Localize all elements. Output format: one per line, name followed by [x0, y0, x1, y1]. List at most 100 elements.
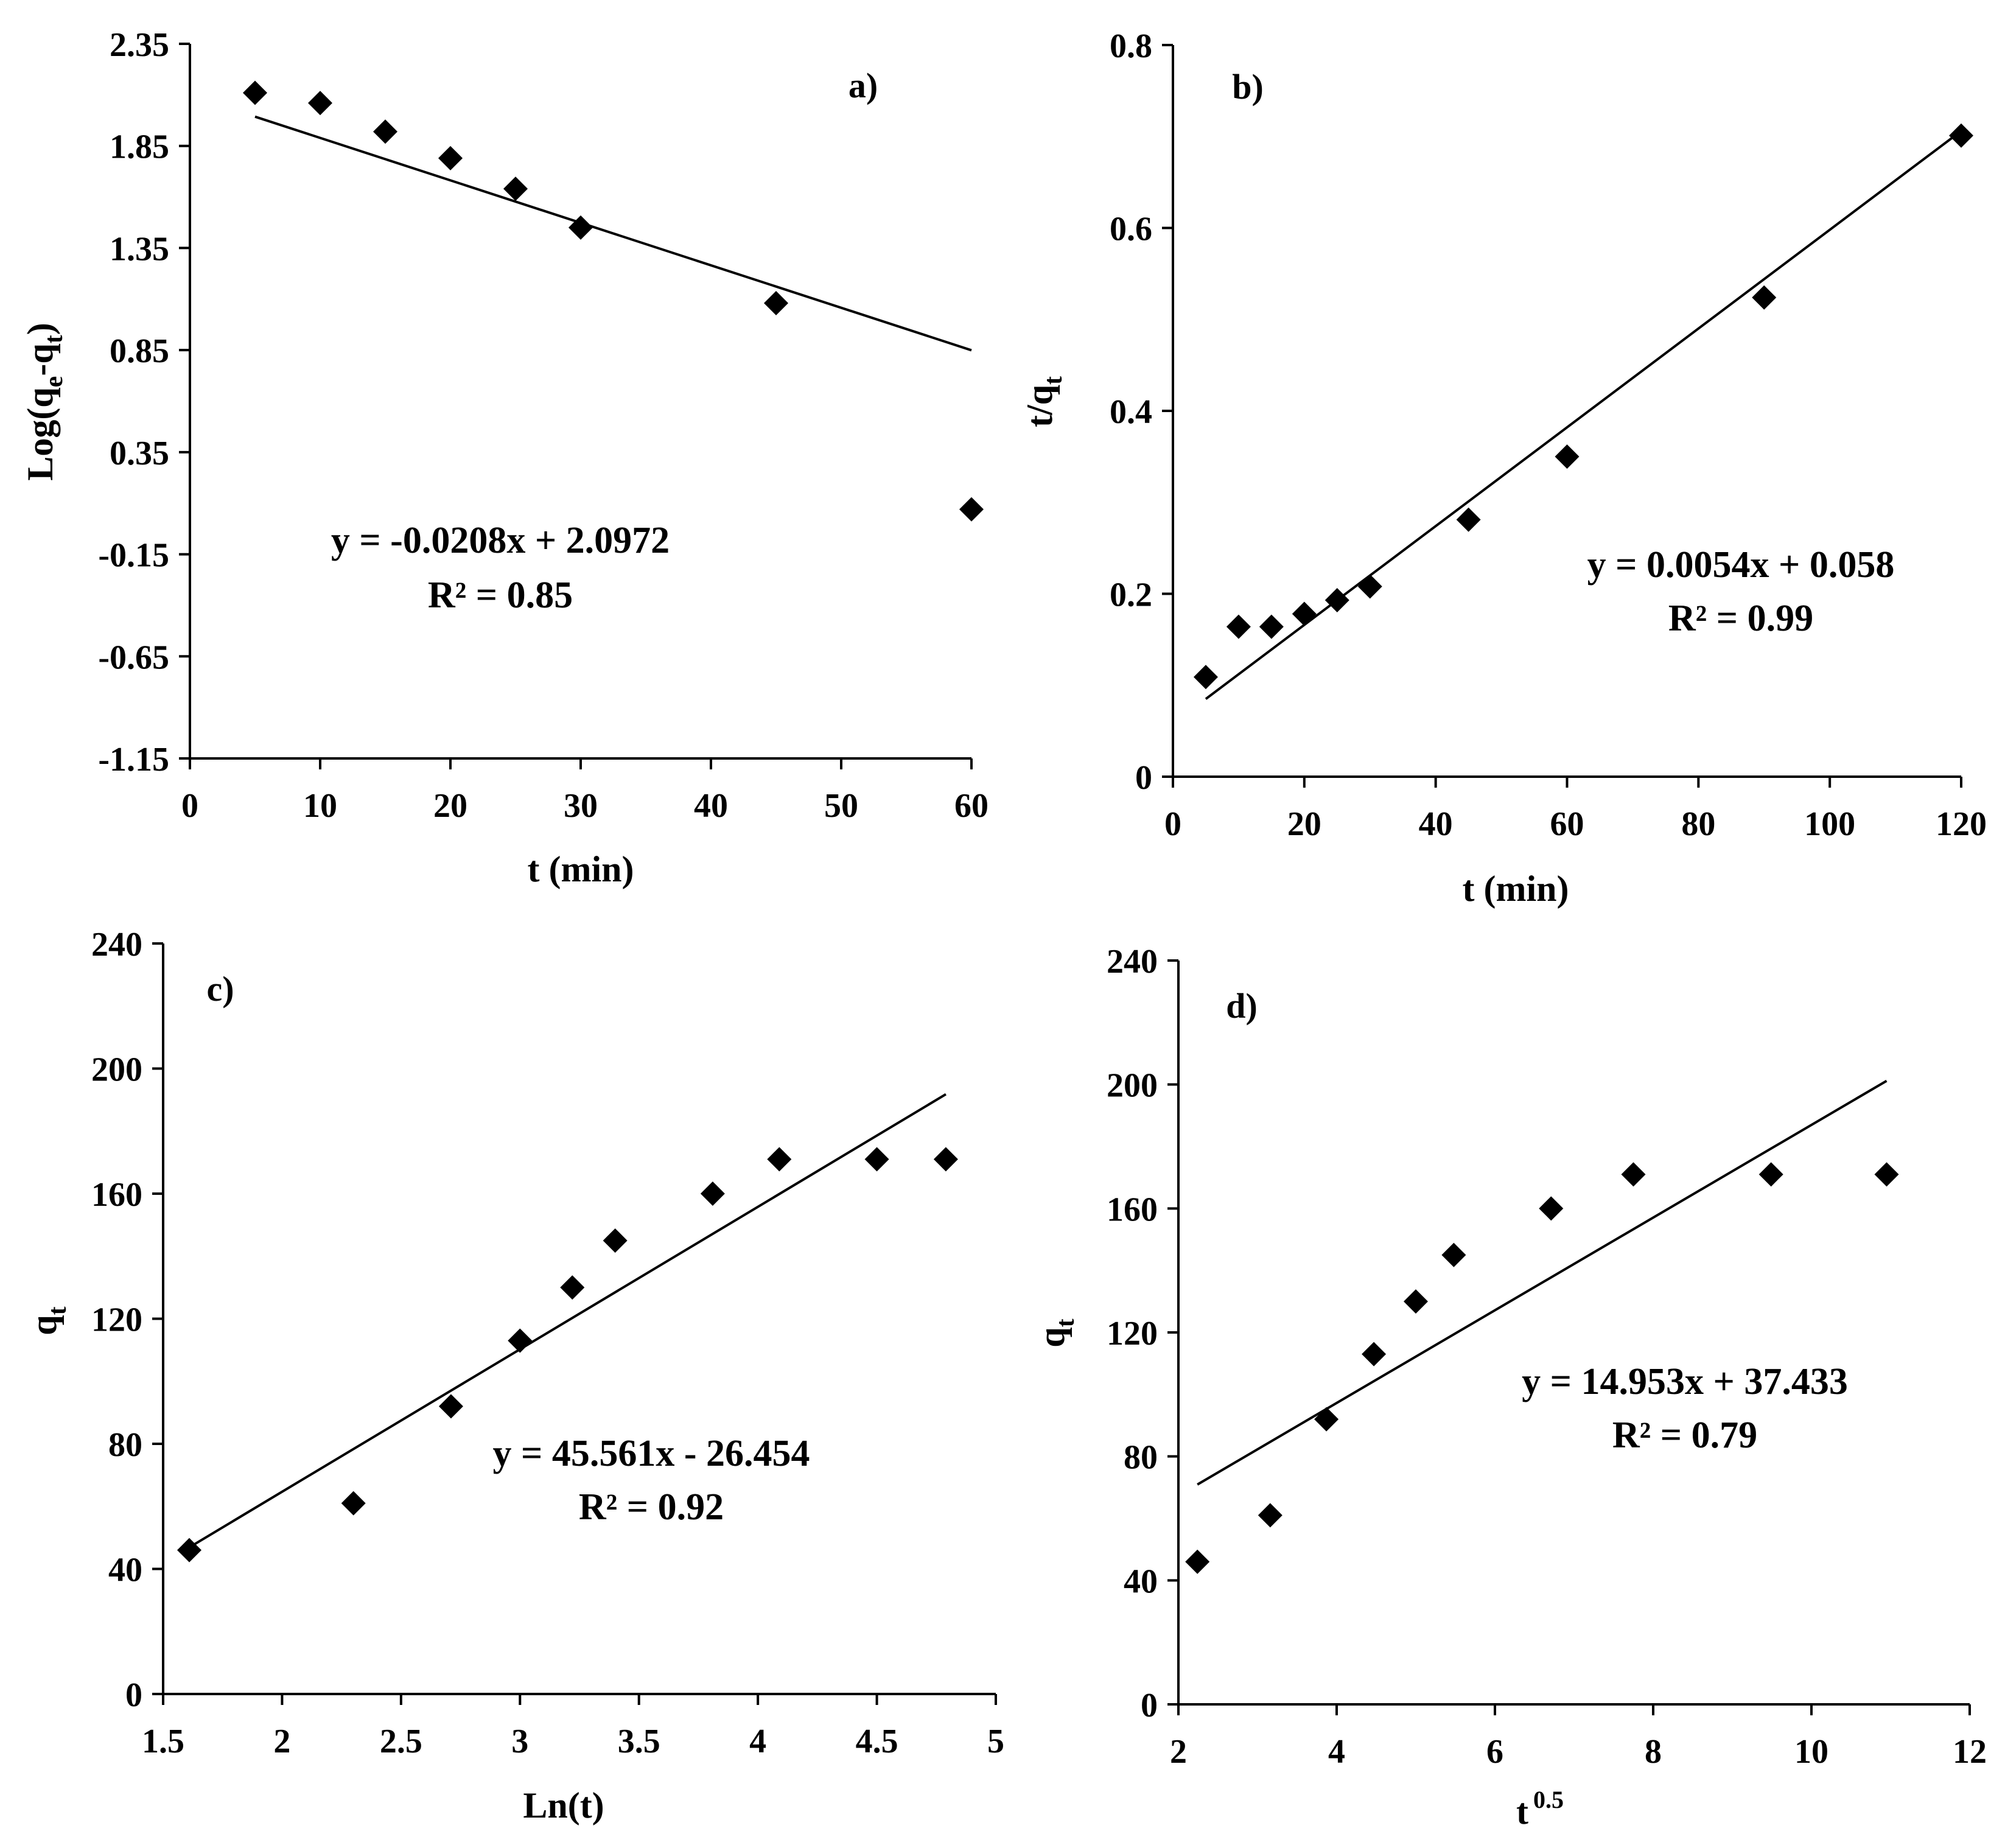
x-tick-label: 1.5: [142, 1723, 184, 1760]
data-point: [1258, 1503, 1282, 1528]
y-axis-title: t/qt: [1020, 376, 1068, 427]
y-axis-title-part: Log(q: [20, 387, 60, 480]
r-squared-label: R² = 0.99: [1668, 598, 1813, 639]
data-point: [959, 497, 984, 522]
y-tick-label: 0: [1135, 759, 1152, 797]
panel-label: c): [206, 969, 234, 1009]
data-point: [1555, 444, 1580, 469]
x-tick-label: 10: [1794, 1733, 1828, 1771]
regression-equation: y = 45.561x - 26.454: [493, 1433, 810, 1474]
y-axis-title-part: ): [20, 323, 60, 335]
data-point: [767, 1147, 792, 1172]
x-tick-label: 40: [694, 787, 728, 825]
x-tick-label: 3.5: [618, 1723, 660, 1760]
y-tick-label: 0.4: [1110, 393, 1152, 431]
y-tick-label: 160: [1107, 1191, 1158, 1228]
data-point: [1949, 123, 1973, 148]
x-tick-label: 5: [987, 1723, 1004, 1760]
x-tick-label: 2.5: [380, 1723, 422, 1760]
y-tick-label: 1.85: [110, 128, 169, 166]
chart-panel-b: 0 0.2 0.4 0.6 0.8 0 20 40 60 80 100 120 b) y = 0.0054…: [1020, 27, 1987, 909]
y-tick-label: 120: [1107, 1315, 1158, 1353]
data-point: [341, 1491, 366, 1516]
data-point: [560, 1275, 585, 1300]
y-tick-label: 0: [1141, 1687, 1158, 1724]
x-axis-title: t (min): [1463, 869, 1569, 909]
data-point: [1292, 601, 1317, 626]
y-tick-label: 0.8: [1110, 27, 1152, 65]
r-squared-label: R² = 0.79: [1612, 1415, 1757, 1456]
y-axis-title-subscript: t: [1052, 1318, 1080, 1327]
y-tick-label: 120: [91, 1301, 142, 1339]
data-point: [438, 145, 463, 170]
x-tick-label: 0: [1164, 805, 1181, 843]
data-point: [308, 91, 332, 116]
y-tick-label: 40: [1124, 1563, 1158, 1600]
data-point: [243, 80, 267, 105]
x-tick-label: 20: [433, 787, 467, 825]
data-point: [764, 290, 788, 315]
x-tick-label: 50: [824, 787, 858, 825]
y-tick-label: 0.85: [110, 332, 169, 370]
x-tick-label: 2: [1170, 1733, 1187, 1771]
data-point: [1357, 574, 1382, 599]
x-tick-label: 3: [511, 1723, 528, 1760]
data-point: [508, 1328, 533, 1353]
r-squared-label: R² = 0.85: [428, 575, 573, 616]
x-tick-label: 10: [303, 787, 337, 825]
data-point: [1362, 1342, 1387, 1367]
data-point: [373, 119, 397, 144]
x-axis-title: t (min): [528, 849, 634, 889]
data-point: [1193, 665, 1218, 690]
data-point: [1185, 1549, 1210, 1574]
y-axis-title-subscript: e: [40, 376, 68, 388]
y-tick-label: 200: [1107, 1067, 1158, 1105]
r-squared-label: R² = 0.92: [579, 1486, 724, 1528]
x-axis-title-superscript: 0.5: [1533, 1786, 1564, 1813]
x-tick-label: 12: [1953, 1733, 1987, 1771]
y-axis-title-part: t/q: [1020, 385, 1060, 427]
regression-equation: y = 0.0054x + 0.058: [1587, 544, 1895, 586]
regression-equation: y = -0.0208x + 2.0972: [331, 520, 670, 561]
y-tick-label: 240: [1107, 943, 1158, 981]
y-tick-label: 0.2: [1110, 576, 1152, 614]
data-point: [933, 1147, 958, 1172]
y-tick-label: 0.6: [1110, 211, 1152, 248]
x-tick-label: 80: [1681, 805, 1715, 843]
data-point: [1539, 1196, 1564, 1221]
y-tick-label: 80: [108, 1426, 142, 1464]
data-point: [864, 1147, 889, 1172]
y-tick-label: 1.35: [110, 230, 169, 268]
y-axis-title-part: q: [1032, 1327, 1072, 1347]
data-point: [1226, 614, 1251, 639]
y-axis-title-subscript: t: [44, 1306, 72, 1315]
x-axis-title: Ln(t): [523, 1785, 604, 1825]
chart-panel-a: -1.15 -0.65 -0.15 0.35 0.85 1.35 1.85 2.35 0 10 20…: [20, 26, 989, 889]
x-tick-label: 8: [1645, 1733, 1662, 1771]
x-axis-title: t 0.5: [1516, 1786, 1564, 1832]
data-point: [603, 1228, 628, 1253]
data-point: [503, 177, 528, 201]
y-tick-label: 200: [91, 1051, 142, 1089]
trendline: [188, 1093, 947, 1549]
y-tick-label: 0: [125, 1676, 142, 1714]
x-tick-label: 4.5: [856, 1723, 898, 1760]
y-axis-title-subscript: t: [1040, 376, 1068, 385]
y-axis-title-part: q: [24, 1315, 64, 1335]
x-tick-label: 30: [564, 787, 598, 825]
y-tick-label: 160: [91, 1176, 142, 1214]
panel-label: a): [849, 66, 878, 105]
x-tick-label: 60: [1550, 805, 1584, 843]
data-point: [1874, 1162, 1899, 1187]
y-axis-title: qt: [24, 1306, 72, 1335]
data-point: [1621, 1162, 1646, 1187]
data-point: [1758, 1162, 1783, 1187]
y-axis-title: qt: [1032, 1318, 1080, 1347]
y-axis-title-part: -q: [20, 343, 60, 376]
data-point: [1752, 285, 1777, 310]
data-point: [1324, 588, 1349, 613]
trendline: [1205, 130, 1962, 700]
y-tick-label: -0.65: [98, 639, 169, 676]
data-point: [1456, 507, 1481, 532]
